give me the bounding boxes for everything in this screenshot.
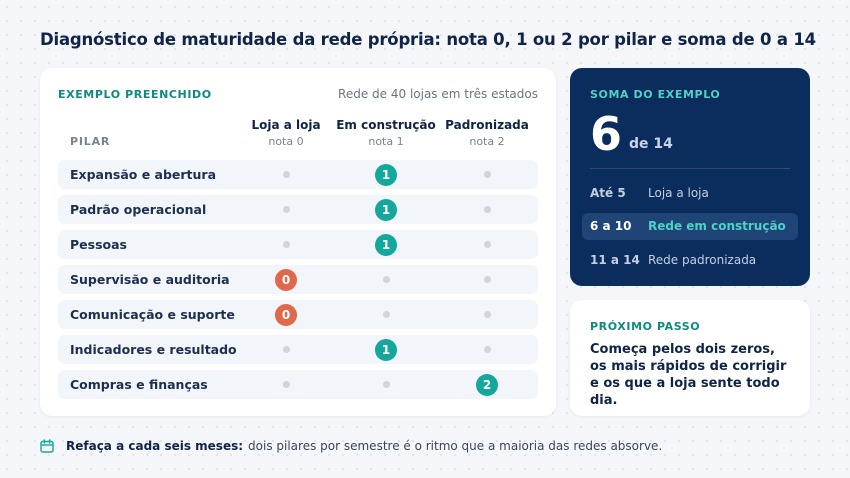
score-cell xyxy=(432,195,542,224)
empty-dot xyxy=(282,241,290,248)
band-name: Loja a loja xyxy=(648,186,709,200)
score-cell xyxy=(331,370,441,399)
pillar-row: Expansão e abertura 1 xyxy=(58,160,538,189)
score-cell xyxy=(231,370,341,399)
score-cell: 1 xyxy=(331,160,441,189)
score-cell xyxy=(432,230,542,259)
empty-dot xyxy=(483,311,491,318)
empty-dot xyxy=(483,171,491,178)
score-badge-one: 1 xyxy=(375,198,397,221)
score-cell xyxy=(331,300,441,329)
empty-dot xyxy=(382,311,390,318)
score-cell xyxy=(432,300,542,329)
pillar-row: Supervisão e auditoria 0 xyxy=(58,265,538,294)
band-name: Rede em construção xyxy=(648,219,786,233)
example-subtitle: Rede de 40 lojas em três estados xyxy=(338,87,538,101)
score-cell: 0 xyxy=(231,265,341,294)
example-card: EXEMPLO PREENCHIDO Rede de 40 lojas em t… xyxy=(40,68,556,416)
score-cell: 1 xyxy=(331,335,441,364)
pillar-row: Compras e finanças 2 xyxy=(58,370,538,399)
footer-text: dois pilares por semestre é o ritmo que … xyxy=(248,439,663,453)
score-cell: 0 xyxy=(231,300,341,329)
score-badge-zero: 0 xyxy=(275,303,297,326)
score-badge-two: 2 xyxy=(476,373,498,396)
score-value: 6 xyxy=(590,107,623,161)
band-range: Até 5 xyxy=(590,186,626,200)
score-card: SOMA DO EXEMPLO 6 de 14 Até 5 Loja a loj… xyxy=(570,68,810,286)
pillar-label: Indicadores e resultado xyxy=(70,342,237,357)
column-note: nota 1 xyxy=(368,135,404,148)
column-name: Loja a loja xyxy=(251,118,321,132)
score-kicker: SOMA DO EXEMPLO xyxy=(590,88,721,101)
next-step-text: Começa pelos dois zeros, os mais rápidos… xyxy=(590,342,787,408)
column-name: Padronizada xyxy=(445,118,529,132)
pillar-row: Pessoas 1 xyxy=(58,230,538,259)
empty-dot xyxy=(382,381,390,388)
pillar-row: Indicadores e resultado 1 xyxy=(58,335,538,364)
empty-dot xyxy=(282,206,290,213)
score-band-11-a-14: 11 a 14 Rede padronizada xyxy=(582,247,798,274)
score-cell: 1 xyxy=(331,195,441,224)
empty-dot xyxy=(483,346,491,353)
score-badge-zero: 0 xyxy=(275,268,297,291)
pillar-row: Padrão operacional 1 xyxy=(58,195,538,224)
score-cell xyxy=(231,230,341,259)
score-badge-one: 1 xyxy=(375,163,397,186)
score-max: de 14 xyxy=(629,136,673,152)
score-cell xyxy=(231,195,341,224)
score-divider xyxy=(590,168,790,169)
score-cell: 1 xyxy=(331,230,441,259)
score-cell xyxy=(331,265,441,294)
pillar-label: Expansão e abertura xyxy=(70,167,217,182)
score-cell xyxy=(231,160,341,189)
column-note: nota 0 xyxy=(268,135,304,148)
score-cell: 2 xyxy=(432,370,542,399)
calendar-icon xyxy=(40,439,54,453)
pillar-label: Pessoas xyxy=(70,237,127,252)
pillar-label: Compras e finanças xyxy=(70,377,208,392)
example-kicker: EXEMPLO PREENCHIDO xyxy=(58,88,212,101)
empty-dot xyxy=(483,276,491,283)
pillar-row: Comunicação e suporte 0 xyxy=(58,300,538,329)
band-range: 11 a 14 xyxy=(590,253,640,267)
pilar-column-header: PILAR xyxy=(70,135,111,148)
score-band-6-a-10: 6 a 10 Rede em construção xyxy=(582,213,798,240)
next-step-card: PRÓXIMO PASSO Começa pelos dois zeros, o… xyxy=(570,300,810,416)
score-badge-one: 1 xyxy=(375,338,397,361)
empty-dot xyxy=(282,171,290,178)
score-cell xyxy=(432,335,542,364)
column-note: nota 2 xyxy=(469,135,505,148)
score-cell xyxy=(432,265,542,294)
pillar-label: Padrão operacional xyxy=(70,202,207,217)
next-step-kicker: PRÓXIMO PASSO xyxy=(590,320,701,333)
empty-dot xyxy=(382,276,390,283)
empty-dot xyxy=(282,381,290,388)
empty-dot xyxy=(483,241,491,248)
score-cell xyxy=(432,160,542,189)
footer-lead: Refaça a cada seis meses: xyxy=(66,439,244,453)
column-name: Em construção xyxy=(336,118,436,132)
column-header-em-construcao: Em construção nota 1 xyxy=(331,118,441,148)
band-range: 6 a 10 xyxy=(590,219,632,233)
column-header-padronizada: Padronizada nota 2 xyxy=(432,118,542,148)
score-cell xyxy=(231,335,341,364)
column-header-loja-a-loja: Loja a loja nota 0 xyxy=(231,118,341,148)
score-badge-one: 1 xyxy=(375,233,397,256)
band-name: Rede padronizada xyxy=(648,253,757,267)
page-title: Diagnóstico de maturidade da rede própri… xyxy=(40,30,816,49)
pillar-label: Supervisão e auditoria xyxy=(70,272,230,287)
footer-note: Refaça a cada seis meses: dois pilares p… xyxy=(40,438,662,454)
empty-dot xyxy=(282,346,290,353)
score-band-ate-5: Até 5 Loja a loja xyxy=(582,180,798,207)
empty-dot xyxy=(483,206,491,213)
pillar-label: Comunicação e suporte xyxy=(70,307,235,322)
